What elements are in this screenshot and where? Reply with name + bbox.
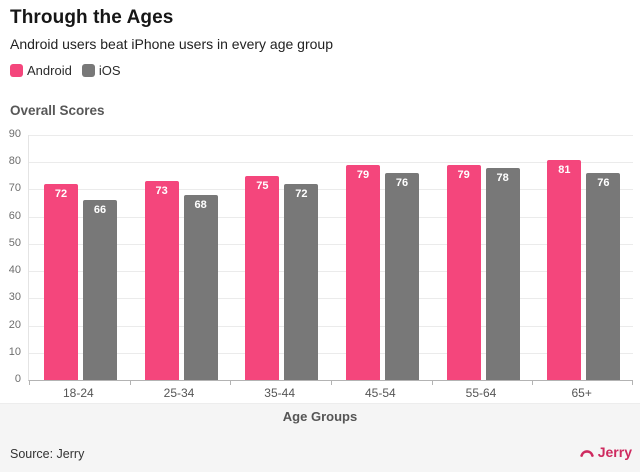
gridline <box>29 243 633 245</box>
gridline <box>29 325 633 327</box>
bar-value-label: 79 <box>356 168 370 181</box>
bar-value-label: 79 <box>457 168 470 181</box>
x-tick-mark <box>230 381 232 385</box>
y-tick-label: 20 <box>8 318 21 331</box>
legend-item-android: Android <box>10 63 72 78</box>
plot-area: 72 66 73 68 75 72 79 76 79 78 81 76 <box>28 135 633 385</box>
bar-value-label: 81 <box>558 163 571 176</box>
x-tick-label: 45-54 <box>364 386 396 400</box>
bar-ios-18-24: 66 <box>83 200 117 380</box>
legend-swatch-icon <box>81 64 95 77</box>
legend: Android iOS <box>10 63 120 78</box>
y-tick-label: 30 <box>8 291 21 304</box>
bar-ios-65+: 76 <box>586 173 621 380</box>
gridline <box>29 271 633 273</box>
footer-background <box>0 403 640 472</box>
bar-value-label: 76 <box>395 177 409 190</box>
x-tick-mark <box>29 381 30 385</box>
bar-value-label: 72 <box>54 188 68 200</box>
gridline <box>29 189 633 191</box>
y-tick-label: 90 <box>8 128 21 140</box>
x-tick-label: 18-24 <box>62 386 94 400</box>
x-axis-title: Age Groups <box>282 409 358 424</box>
bar-value-label: 72 <box>295 188 308 200</box>
bar-android-55-64: 79 <box>446 164 481 380</box>
bar-value-label: 68 <box>194 198 207 211</box>
bar-ios-45-54: 76 <box>385 173 419 380</box>
bar-value-label: 75 <box>256 179 269 192</box>
y-tick-label: 70 <box>8 182 21 195</box>
gridline <box>29 135 633 136</box>
x-tick-label: 25-34 <box>163 386 195 400</box>
gridline <box>29 352 633 354</box>
y-tick-label: 50 <box>8 236 21 249</box>
bar-android-45-54: 79 <box>346 164 380 380</box>
bar-android-65+: 81 <box>547 159 582 380</box>
y-tick-label: 80 <box>8 155 21 168</box>
x-tick-label: 55-64 <box>465 386 497 400</box>
x-tick-mark <box>129 381 131 385</box>
x-tick-label: 35-44 <box>264 386 295 400</box>
bar-value-label: 73 <box>155 185 168 198</box>
x-tick-label: 65+ <box>571 386 592 400</box>
y-tick-label: 40 <box>8 264 21 277</box>
bar-android-25-34: 73 <box>144 181 179 380</box>
legend-label: iOS <box>98 63 121 78</box>
bar-value-label: 66 <box>93 204 107 217</box>
page-title: Through the Ages <box>10 7 174 28</box>
gridline <box>29 298 633 300</box>
source-note: Source: Jerry <box>10 447 85 461</box>
y-axis-title: Overall Scores <box>10 103 105 118</box>
bar-android-35-44: 75 <box>245 175 280 380</box>
bar-value-label: 78 <box>496 171 509 184</box>
bar-ios-55-64: 78 <box>485 167 520 380</box>
bar-android-18-24: 72 <box>44 184 78 380</box>
x-tick-mark <box>431 381 433 385</box>
legend-swatch-icon <box>10 64 23 77</box>
gridline <box>29 162 633 164</box>
bar-value-label: 76 <box>597 177 610 190</box>
y-tick-label: 60 <box>8 209 21 222</box>
jerry-arc-icon <box>579 446 595 459</box>
x-tick-mark <box>632 381 633 385</box>
jerry-logo-text: Jerry <box>597 444 632 460</box>
x-tick-mark <box>331 381 332 385</box>
legend-item-ios: iOS <box>81 63 121 78</box>
gridline <box>29 216 633 218</box>
legend-label: Android <box>27 63 72 78</box>
bar-ios-35-44: 72 <box>284 184 319 380</box>
y-tick-label: 0 <box>14 373 21 385</box>
y-tick-label: 10 <box>8 345 21 358</box>
page-subtitle: Android users beat iPhone users in every… <box>10 36 333 52</box>
jerry-logo[interactable]: Jerry <box>579 444 632 460</box>
bar-ios-25-34: 68 <box>183 194 218 380</box>
x-tick-mark <box>532 381 534 385</box>
